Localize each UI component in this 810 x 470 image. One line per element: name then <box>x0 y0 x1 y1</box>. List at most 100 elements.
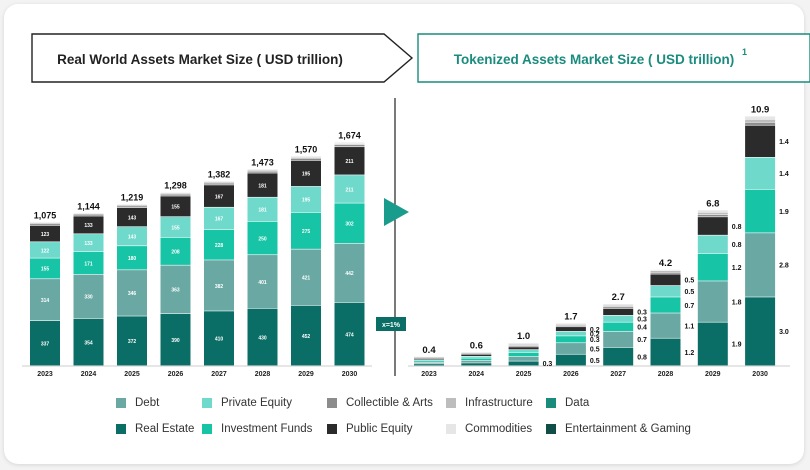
rwa-bar-segment <box>204 185 234 207</box>
tokenized-bar-segment <box>555 336 586 343</box>
rwa-total-label: 1,382 <box>208 170 231 180</box>
rwa-bar-segment <box>117 207 147 227</box>
tokenized-segment-label: 0.8 <box>637 354 647 361</box>
tokenized-title-superscript: 1 <box>742 47 747 57</box>
tokenized-segment-label: 0.3 <box>543 361 553 368</box>
rwa-bar-segment <box>334 175 365 203</box>
rwa-segment-label: 430 <box>258 335 267 341</box>
tokenized-segment-label: 1.4 <box>779 139 789 146</box>
tokenized-bar-segment <box>555 331 586 336</box>
tokenized-bar-segment <box>745 122 776 125</box>
tokenized-bar-segment <box>508 349 539 353</box>
tokenized-bar-segment <box>697 212 728 215</box>
tokenized-segment-label: 0.3 <box>637 310 647 317</box>
tokenized-segment-label: 0.8 <box>732 242 742 249</box>
rwa-bar-segment <box>73 213 104 215</box>
rwa-segment-label: 133 <box>84 241 93 247</box>
tokenized-total-label: 1.0 <box>517 331 530 342</box>
rwa-bar-segment <box>204 207 234 230</box>
tokenized-segment-label: 1.4 <box>779 171 789 178</box>
rwa-bar-segment <box>291 249 321 306</box>
rwa-bar-segment <box>291 305 321 366</box>
tokenized-bar-segment <box>414 358 444 360</box>
tokenized-bar-segment <box>697 253 728 281</box>
rwa-bar-segment <box>291 158 321 161</box>
tokenized-segment-label: 1.9 <box>779 209 789 216</box>
rwa-bar-segment <box>117 227 147 246</box>
tokenized-bar-segment <box>461 353 492 355</box>
tokenized-bar-segment <box>461 358 492 361</box>
tokenized-bar-segment <box>555 324 586 326</box>
tokenized-segment-label: 0.2 <box>590 327 600 334</box>
tokenized-segment-label: 0.5 <box>685 278 695 285</box>
tokenized-bar-segment <box>603 322 634 332</box>
tokenized-bar-segment <box>697 235 728 254</box>
rwa-segment-label: 155 <box>171 205 180 211</box>
tokenized-bar-segment <box>555 343 586 354</box>
rwa-year-label: 2024 <box>81 371 97 378</box>
rwa-bar-segment <box>334 145 365 147</box>
tokenized-segment-label: 2.8 <box>779 263 789 270</box>
tokenized-bar-segment <box>461 363 492 366</box>
tokenized-segment-label: 0.5 <box>685 289 695 296</box>
rwa-bar-segment <box>30 224 60 226</box>
tokenized-bar-segment <box>650 338 681 366</box>
rwa-segment-label: 410 <box>215 337 224 343</box>
rwa-bar-segment <box>73 216 104 234</box>
tokenized-bar-segment <box>508 352 539 357</box>
rwa-bar-segment <box>117 316 147 366</box>
tokenized-total-label: 0.4 <box>422 345 436 356</box>
rwa-bar-segment <box>117 205 147 206</box>
tokenized-bar-segment <box>603 347 634 366</box>
rwa-segment-label: 337 <box>41 342 50 348</box>
rwa-bar-segment <box>247 173 278 197</box>
rwa-segment-label: 195 <box>302 172 311 178</box>
tokenized-bar-segment <box>603 307 634 309</box>
rwa-bar-segment <box>291 156 321 158</box>
rwa-bar-segment <box>30 222 60 224</box>
tokenized-segment-label: 1.2 <box>732 265 742 272</box>
rwa-bar-segment <box>247 197 278 222</box>
tokenized-bar-segment <box>697 281 728 322</box>
rwa-bar-segment <box>204 182 234 184</box>
rwa-year-label: 2027 <box>211 371 227 378</box>
tokenized-bar-segment <box>461 360 492 363</box>
rwa-total-label: 1,219 <box>121 193 144 203</box>
rwa-bar-segment <box>334 142 365 144</box>
tokenized-year-label: 2026 <box>563 371 579 378</box>
rwa-bar-segment <box>73 274 104 319</box>
tokenized-bar-segment <box>745 116 776 119</box>
tokenized-bar-segment <box>414 360 444 361</box>
rwa-segment-label: 372 <box>128 339 137 345</box>
tokenized-segment-label: 1.8 <box>732 299 742 306</box>
rwa-bar-segment <box>334 203 365 244</box>
rwa-bar-segment <box>204 229 234 260</box>
rwa-bar-segment <box>247 308 278 366</box>
rwa-segment-label: 123 <box>41 232 50 238</box>
tokenized-bar-segment <box>555 354 586 366</box>
tokenized-segment-label: 0.7 <box>637 337 647 344</box>
tokenized-bar-segment <box>697 210 728 212</box>
rwa-segment-label: 155 <box>41 267 50 273</box>
tokenized-bar-segment <box>508 356 539 361</box>
rwa-bar-segment <box>247 171 278 173</box>
tokenized-bar-segment <box>603 308 634 316</box>
transition-arrow-icon <box>384 198 409 226</box>
rwa-year-label: 2028 <box>255 371 271 378</box>
rwa-segment-label: 211 <box>345 159 353 165</box>
rwa-bar-segment <box>334 302 365 366</box>
tokenized-bar-segment <box>508 361 539 366</box>
tokenized-bar-segment <box>697 214 728 217</box>
tokenized-segment-label: 0.8 <box>732 224 742 231</box>
rwa-bar-segment <box>160 217 191 238</box>
rwa-bar-segment <box>160 313 191 366</box>
rwa-segment-label: 346 <box>128 291 137 297</box>
rwa-segment-label: 363 <box>171 288 180 294</box>
tokenized-bar-segment <box>414 361 444 362</box>
tokenized-segment-label: 0.5 <box>590 346 600 353</box>
rwa-bar-segment <box>117 206 147 208</box>
rwa-bar-segment <box>117 204 147 206</box>
rwa-bar-segment <box>334 143 365 145</box>
tokenized-total-label: 10.9 <box>751 104 770 115</box>
